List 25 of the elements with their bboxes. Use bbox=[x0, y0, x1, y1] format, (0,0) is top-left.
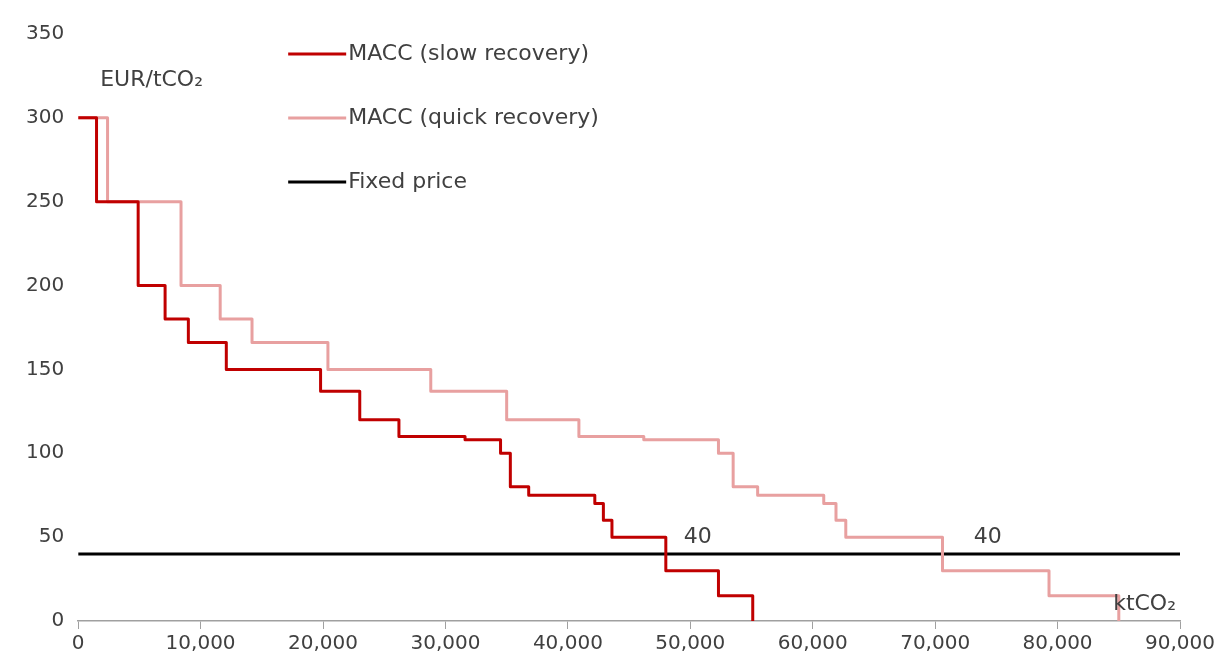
y-tick-label: 0 bbox=[51, 607, 65, 632]
y-tick-label: 50 bbox=[38, 523, 65, 548]
y-tick-label: 300 bbox=[25, 104, 65, 129]
legend-label: Fixed price bbox=[348, 167, 467, 193]
y-tick-label: 200 bbox=[25, 271, 65, 296]
x-tick-label: 10,000 bbox=[165, 630, 236, 655]
annotation: 40 bbox=[683, 522, 712, 548]
x-tick-label: 50,000 bbox=[655, 630, 726, 655]
y-tick-label: 150 bbox=[25, 355, 65, 380]
legend-label: MACC (slow recovery) bbox=[348, 39, 589, 65]
annotation: 40 bbox=[973, 522, 1002, 548]
legend-label: MACC (quick recovery) bbox=[348, 103, 599, 129]
x-tick-label: 0 bbox=[71, 630, 85, 655]
y-axis-title: EUR/tCO₂ bbox=[100, 65, 203, 91]
x-tick-label: 80,000 bbox=[1022, 630, 1093, 655]
x-tick-label: 30,000 bbox=[410, 630, 481, 655]
x-tick-label: 20,000 bbox=[288, 630, 359, 655]
x-axis-title: ktCO₂ bbox=[1113, 589, 1177, 615]
x-tick-label: 70,000 bbox=[900, 630, 971, 655]
x-tick-label: 40,000 bbox=[532, 630, 603, 655]
y-tick-label: 350 bbox=[25, 20, 65, 45]
y-tick-label: 250 bbox=[25, 187, 65, 212]
x-tick-label: 60,000 bbox=[777, 630, 848, 655]
x-tick-label: 90,000 bbox=[1145, 630, 1215, 655]
y-tick-label: 100 bbox=[25, 439, 65, 464]
